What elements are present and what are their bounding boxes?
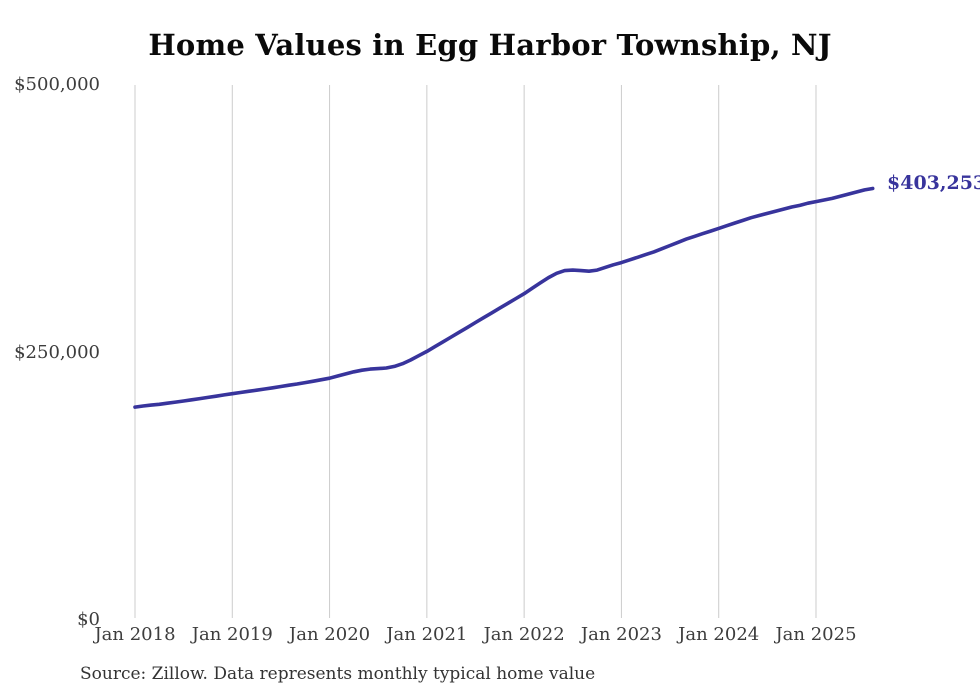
x-axis-tick-label: Jan 2025 (775, 624, 857, 645)
last-value-label: $403,253 (887, 172, 980, 194)
x-axis-tick-label: Jan 2020 (289, 624, 371, 645)
x-axis-tick-label: Jan 2022 (483, 624, 565, 645)
x-axis-tick-label: Jan 2023 (580, 624, 662, 645)
x-axis-tick-label: Jan 2021 (386, 624, 468, 645)
y-axis-tick-label: $0 (77, 609, 100, 631)
x-axis-tick-label: Jan 2024 (678, 624, 760, 645)
source-note: Source: Zillow. Data represents monthly … (80, 664, 596, 684)
chart-title: Home Values in Egg Harbor Township, NJ (148, 28, 832, 62)
y-axis-tick-label: $500,000 (14, 74, 100, 96)
x-axis-tick-label: Jan 2018 (94, 624, 176, 645)
x-axis-tick-label: Jan 2019 (191, 624, 273, 645)
y-axis-tick-label: $250,000 (14, 341, 100, 363)
value-line (133, 186, 875, 409)
